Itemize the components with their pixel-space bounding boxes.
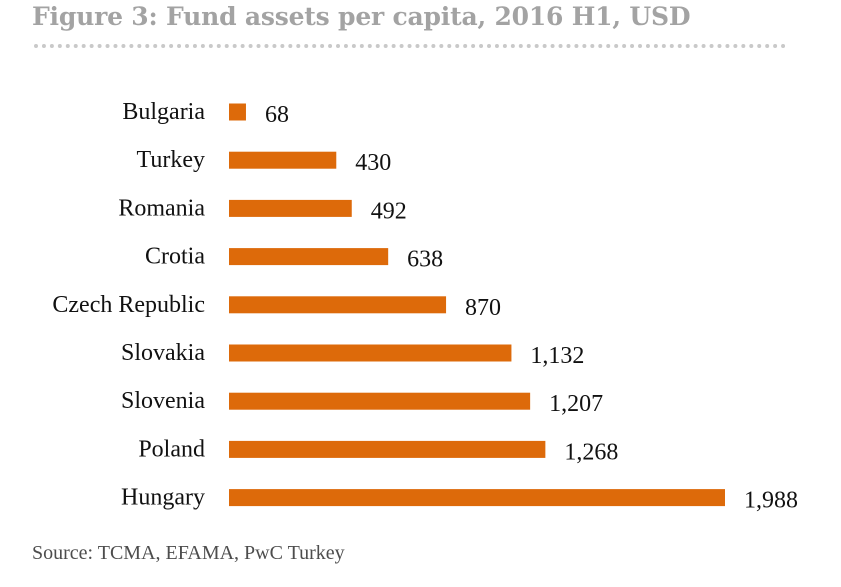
category-label: Crotia [145,244,205,270]
value-label: 1,268 [564,439,618,465]
category-label: Hungary [121,485,205,511]
bar [229,248,389,266]
value-label: 1,207 [549,391,603,417]
category-label: Slovakia [121,340,205,366]
bar [229,151,337,169]
value-label: 870 [465,295,501,321]
bar [229,440,546,458]
category-label: Slovenia [121,388,205,414]
value-label: 68 [265,102,289,128]
bar [229,344,512,362]
dotted-divider [34,44,786,48]
category-label: Poland [138,436,205,462]
value-label: 430 [355,150,391,176]
source-note: Source: TCMA, EFAMA, PwC Turkey [32,542,345,564]
category-label: Czech Republic [52,292,205,318]
value-label: 1,132 [530,343,584,369]
category-label: Turkey [137,147,205,173]
bar [229,199,352,217]
value-label: 1,988 [744,488,798,514]
category-label: Bulgaria [122,99,205,125]
bar [229,103,246,121]
category-label: Romania [118,195,205,221]
bar [229,392,531,410]
bar [229,489,725,507]
bar [229,296,447,314]
figure-title: Figure 3: Fund assets per capita, 2016 H… [32,2,691,31]
value-label: 492 [371,198,407,224]
value-label: 638 [407,247,443,273]
